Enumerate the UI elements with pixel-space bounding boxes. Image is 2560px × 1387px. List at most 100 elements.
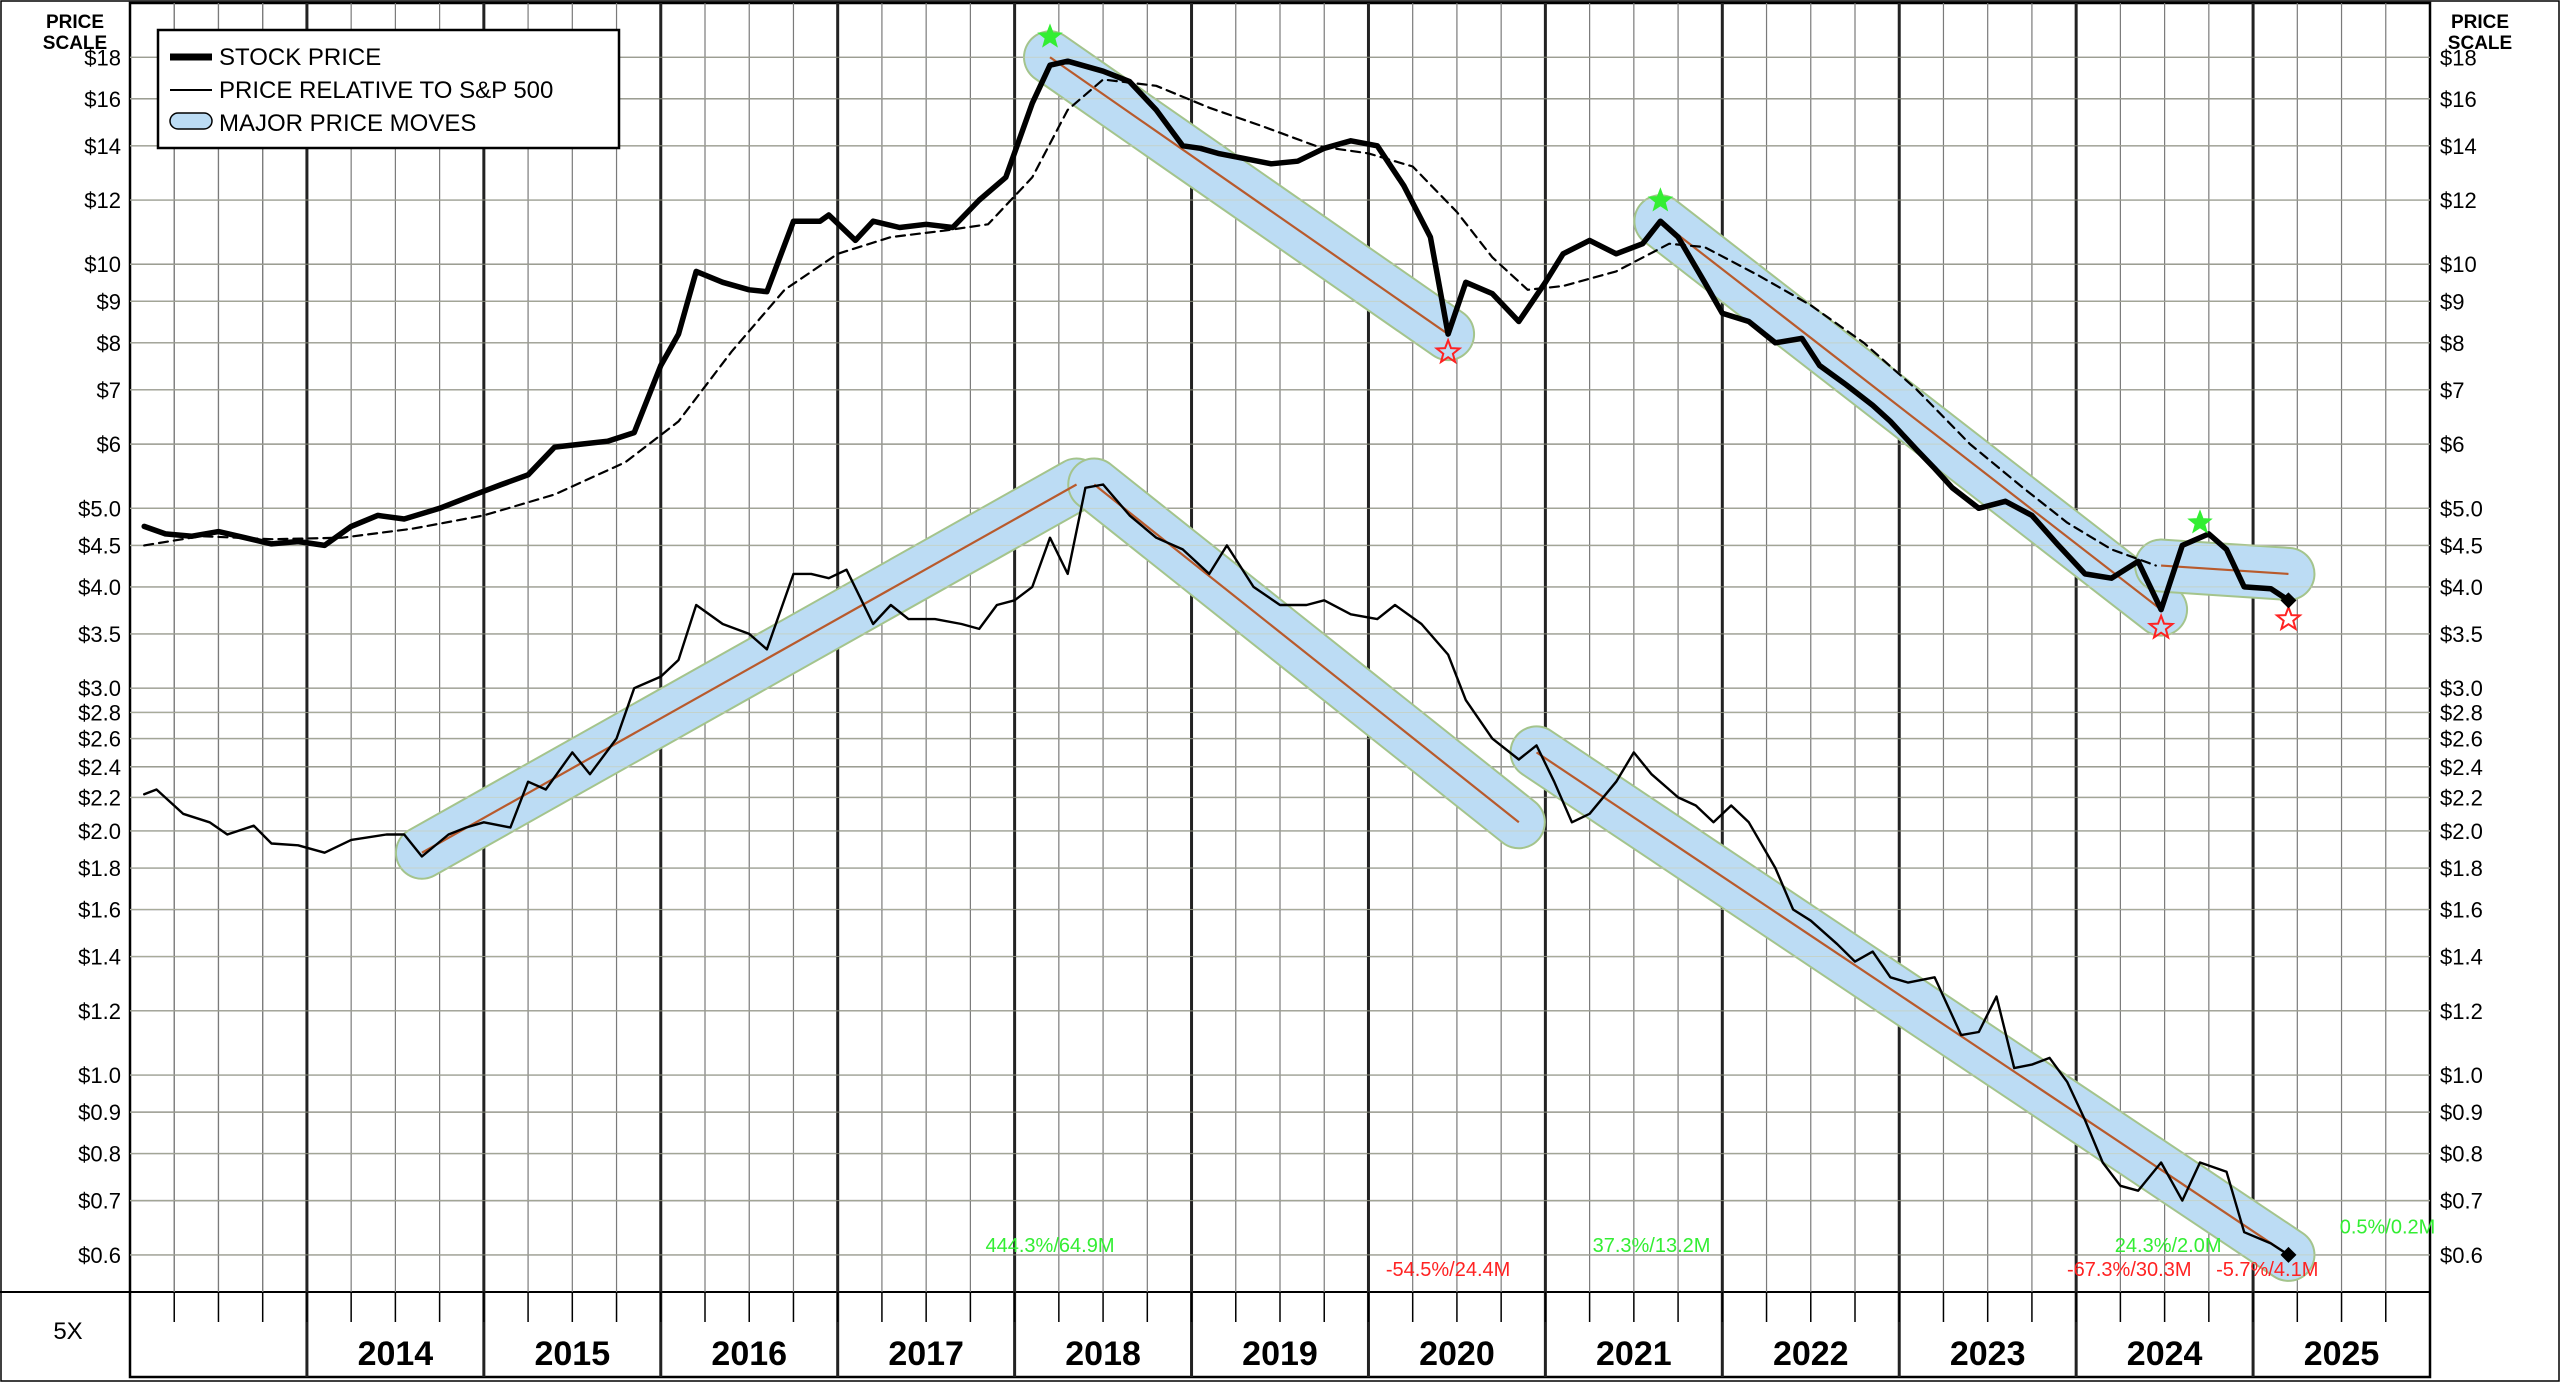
- y-tick-label-right: $1.2: [2440, 999, 2483, 1024]
- y-tick-label-right: $4.5: [2440, 533, 2483, 558]
- end-marker-diamond: [2280, 1246, 2297, 1263]
- x-tick-label: 2014: [358, 1335, 434, 1373]
- legend-swatch-price-moves: [169, 112, 213, 130]
- price-move-trendline: [1049, 56, 1449, 336]
- y-tick-label-left: $9: [97, 289, 121, 314]
- y-tick-label-right: $3.5: [2440, 622, 2483, 647]
- y-tick-label-right: $6: [2440, 432, 2464, 457]
- y-tick-label-left: $0.6: [78, 1243, 121, 1268]
- move-annotation: 0.5%/0.2M: [2340, 1216, 2436, 1238]
- y-tick-label-left: $4.5: [78, 533, 121, 558]
- price-move-trendline: [1535, 751, 2290, 1256]
- y-tick-label-left: $8: [97, 331, 121, 356]
- price-scale-label-left: PRICE SCALE: [43, 12, 107, 54]
- price-scale-label-right-line2: SCALE: [2448, 33, 2512, 54]
- y-tick-label-right: $1.6: [2440, 898, 2483, 923]
- y-axis-right: $18 $16 $14 $12 $10 $9 $8 $7 $6 $5.0 $4.5 $4.0 $3.5 $…: [2440, 45, 2483, 1268]
- y-tick-label-right: $14: [2440, 134, 2477, 159]
- x-tick-label: 2021: [1596, 1335, 1672, 1373]
- y-tick-label-right: $4.0: [2440, 575, 2483, 600]
- series-relative-to-sp500: [143, 483, 2290, 1257]
- y-tick-label-left: $2.0: [78, 819, 121, 844]
- major-price-moves: [130, 30, 2430, 1282]
- price-scale-label-right: PRICE SCALE: [2448, 12, 2512, 54]
- legend-box: [156, 28, 621, 150]
- y-tick-label-left: $5.0: [78, 496, 121, 521]
- x-tick-label: 2016: [711, 1335, 787, 1373]
- y-tick-label-right: $12: [2440, 188, 2477, 213]
- y-tick-label-right: $18: [2440, 45, 2477, 70]
- x-tick-label: 2017: [888, 1335, 964, 1373]
- y-tick-label-right: $10: [2440, 252, 2477, 277]
- move-annotation: -67.3%/30.3M: [2067, 1259, 2192, 1281]
- y-tick-label-left: $0.9: [78, 1100, 121, 1125]
- y-tick-label-right: $9: [2440, 289, 2464, 314]
- low-star-icon: [2146, 612, 2176, 640]
- y-tick-label-left: $14: [84, 134, 121, 159]
- y-tick-label-right: $8: [2440, 331, 2464, 356]
- price-scale-label-left-line2: SCALE: [43, 33, 107, 54]
- move-annotation: -54.5%/24.4M: [1386, 1259, 1511, 1281]
- x-tick-label: 2025: [2304, 1335, 2380, 1373]
- y-axis-left: $18 $16 $14 $12 $10 $9 $8 $7 $6 $5.0 $4.5 $4.0 $3.5 $…: [78, 45, 121, 1268]
- series-stock-price: [141, 58, 2292, 613]
- price-scale-label-left-line1: PRICE: [46, 12, 104, 33]
- price-scale-label-right-line1: PRICE: [2451, 12, 2509, 33]
- price-move-trendline: [1093, 483, 1520, 824]
- low-star-icon: [2274, 604, 2303, 632]
- high-star-icon: [1037, 23, 1063, 48]
- legend-label-stock-price: STOCK PRICE: [219, 44, 381, 71]
- y-tick-label-right: $0.8: [2440, 1142, 2483, 1167]
- y-tick-label-left: $1.6: [78, 898, 121, 923]
- y-tick-label-right: $1.4: [2440, 945, 2483, 970]
- factor-label: 5X: [53, 1318, 82, 1345]
- y-tick-label-left: $16: [84, 87, 121, 112]
- y-tick-label-left: $3.5: [78, 622, 121, 647]
- y-tick-label-right: $16: [2440, 87, 2477, 112]
- y-tick-label-left: $10: [84, 252, 121, 277]
- markers: [1037, 23, 2303, 1263]
- legend: STOCK PRICE PRICE RELATIVE TO S&P 500 MA…: [156, 28, 621, 150]
- y-tick-label-right: $5.0: [2440, 496, 2483, 521]
- y-tick-label-left: $0.8: [78, 1142, 121, 1167]
- y-tick-label-right: $2.2: [2440, 785, 2483, 810]
- x-tick-label: 2020: [1419, 1335, 1495, 1373]
- x-tick-label: 2024: [2127, 1335, 2203, 1373]
- y-tick-label-left: $2.2: [78, 785, 121, 810]
- y-tick-label-right: $1.8: [2440, 856, 2483, 881]
- y-tick-label-left: $4.0: [78, 575, 121, 600]
- x-tick-label: 2023: [1950, 1335, 2026, 1373]
- legend-label-relative: PRICE RELATIVE TO S&P 500: [219, 77, 553, 104]
- y-tick-label-left: $2.6: [78, 727, 121, 752]
- x-tick-label: 2022: [1773, 1335, 1849, 1373]
- price-move-trendline: [2161, 564, 2289, 576]
- x-tick-label: 2015: [534, 1335, 610, 1373]
- x-tick-label: 2019: [1242, 1335, 1318, 1373]
- move-annotation: 24.3%/2.0M: [2115, 1235, 2222, 1257]
- price-move-trendline: [421, 483, 1078, 854]
- y-tick-label-left: $0.7: [78, 1189, 121, 1214]
- y-tick-label-right: $0.9: [2440, 1100, 2483, 1125]
- y-tick-label-right: $7: [2440, 378, 2464, 403]
- y-tick-label-left: $12: [84, 188, 121, 213]
- x-axis: 2014 2015 2016 2017 2018 2019 2020 2021 2022 2023…: [358, 1335, 2380, 1373]
- move-annotations: 444.3%/64.9M -54.5%/24.4M 37.3%/13.2M 24.3%…: [986, 1216, 2436, 1281]
- y-tick-label-left: $1.0: [78, 1063, 121, 1088]
- move-annotation: 444.3%/64.9M: [986, 1235, 1115, 1257]
- legend-label-price-moves: MAJOR PRICE MOVES: [219, 110, 476, 137]
- y-tick-label-left: $7: [97, 378, 121, 403]
- high-star-icon: [1647, 187, 1674, 212]
- y-tick-label-left: $1.8: [78, 856, 121, 881]
- y-tick-label-left: $18: [84, 45, 121, 70]
- series-moving-average: [143, 78, 2157, 567]
- y-tick-label-left: $3.0: [78, 676, 121, 701]
- y-tick-label-right: $1.0: [2440, 1063, 2483, 1088]
- y-tick-label-left: $6: [97, 432, 121, 457]
- y-tick-label-left: $1.2: [78, 999, 121, 1024]
- y-tick-label-left: $2.8: [78, 700, 121, 725]
- y-tick-label-right: $2.6: [2440, 727, 2483, 752]
- price-series: [141, 58, 2292, 1257]
